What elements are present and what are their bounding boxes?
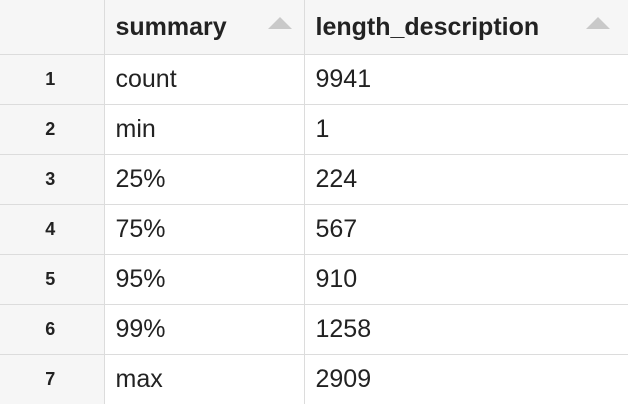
row-index: 1 bbox=[0, 54, 105, 105]
cell-length-description[interactable]: 1 bbox=[304, 104, 628, 155]
table-row: 3 25% 224 bbox=[0, 154, 628, 205]
row-index: 7 bbox=[0, 354, 105, 405]
cell-length-description[interactable]: 9941 bbox=[304, 54, 628, 105]
table-row: 2 min 1 bbox=[0, 104, 628, 155]
table-row: 4 75% 567 bbox=[0, 204, 628, 255]
cell-length-description[interactable]: 224 bbox=[304, 154, 628, 205]
column-header-length-description[interactable]: length_description bbox=[304, 0, 628, 55]
cell-length-description[interactable]: 1258 bbox=[304, 304, 628, 355]
cell-summary[interactable]: count bbox=[104, 54, 305, 105]
cell-summary[interactable]: max bbox=[104, 354, 305, 405]
cell-summary[interactable]: 99% bbox=[104, 304, 305, 355]
cell-summary[interactable]: min bbox=[104, 104, 305, 155]
row-index-header bbox=[0, 0, 105, 55]
table-row: 1 count 9941 bbox=[0, 54, 628, 105]
cell-summary[interactable]: 95% bbox=[104, 254, 305, 305]
cell-length-description[interactable]: 910 bbox=[304, 254, 628, 305]
cell-length-description[interactable]: 2909 bbox=[304, 354, 628, 405]
column-header-summary[interactable]: summary bbox=[104, 0, 305, 55]
cell-summary[interactable]: 25% bbox=[104, 154, 305, 205]
row-index: 4 bbox=[0, 204, 105, 255]
cell-summary[interactable]: 75% bbox=[104, 204, 305, 255]
table-footer-strip bbox=[0, 404, 628, 408]
row-index: 3 bbox=[0, 154, 105, 205]
row-index: 6 bbox=[0, 304, 105, 355]
row-index: 5 bbox=[0, 254, 105, 305]
header-row: summary length_description bbox=[0, 0, 628, 55]
row-index: 2 bbox=[0, 104, 105, 155]
column-header-label: summary bbox=[115, 13, 227, 41]
column-header-label: length_description bbox=[315, 13, 540, 41]
sort-asc-icon[interactable] bbox=[586, 17, 610, 29]
cell-length-description[interactable]: 567 bbox=[304, 204, 628, 255]
table-row: 6 99% 1258 bbox=[0, 304, 628, 355]
table-row: 7 max 2909 bbox=[0, 354, 628, 405]
sort-asc-icon[interactable] bbox=[267, 17, 292, 29]
table-row: 5 95% 910 bbox=[0, 254, 628, 305]
